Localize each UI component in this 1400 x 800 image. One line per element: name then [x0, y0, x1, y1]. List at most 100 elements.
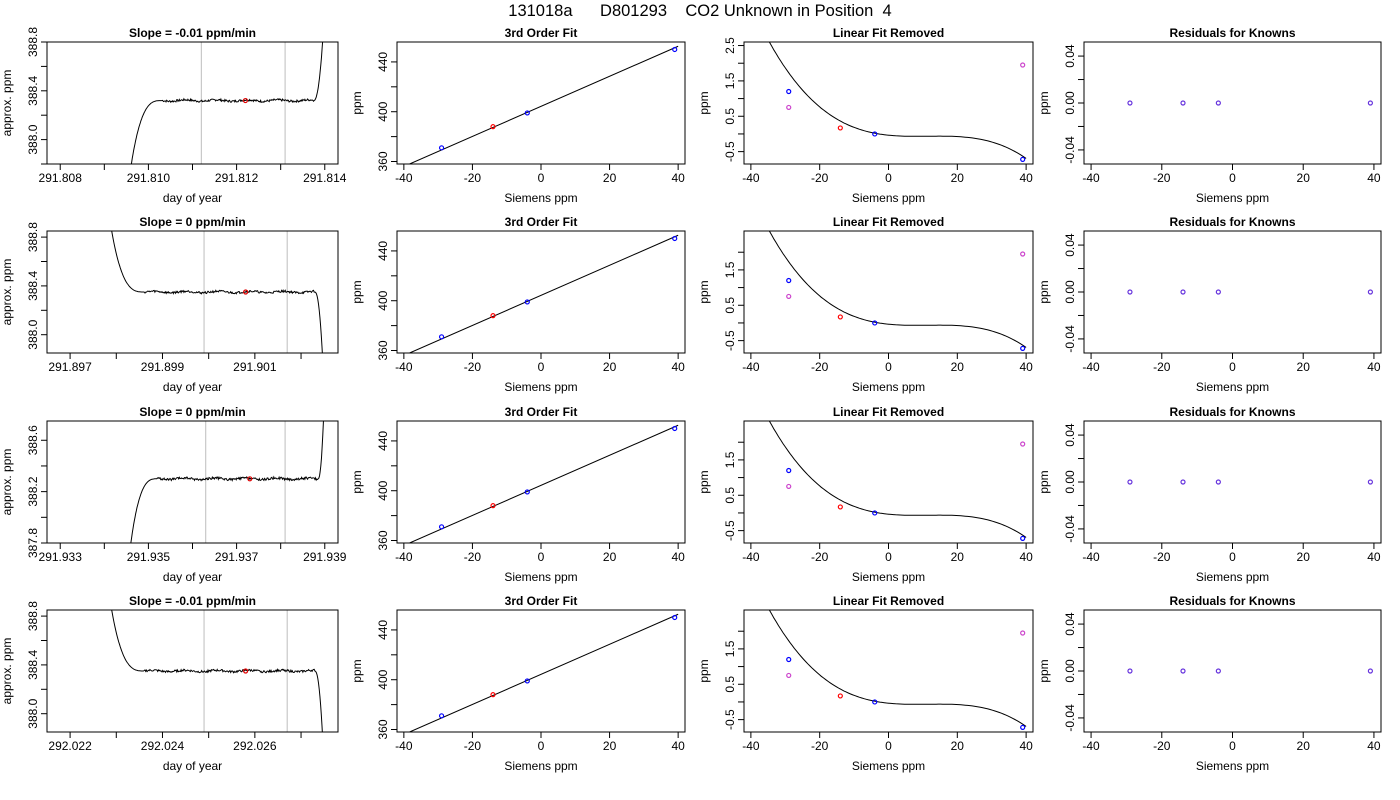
x-tick-label: 40 [1019, 550, 1033, 564]
panel-title: Slope = -0.01 ppm/min [129, 594, 256, 608]
x-axis-label: Siemens ppm [1196, 191, 1269, 205]
x-axis-label: Siemens ppm [504, 570, 577, 584]
plot-frame [46, 230, 339, 354]
data-point [1127, 100, 1133, 106]
data-point [672, 46, 678, 53]
y-tick-label: -0.04 [1063, 136, 1077, 164]
x-tick-label: -20 [1153, 171, 1171, 185]
panel-scatter-r3c2: Linear Fit Removed Siemens ppm ppm -40 -20 0 2… [697, 594, 1034, 773]
x-tick-label: 291.899 [141, 360, 185, 374]
data-point [872, 699, 878, 705]
y-axis-label: approx. ppm [0, 70, 14, 137]
x-axis-label: day of year [163, 380, 222, 394]
x-tick-label: 20 [1297, 171, 1311, 185]
data-point [672, 425, 678, 432]
y-tick-label: 360 [376, 151, 390, 171]
plot-frame [46, 420, 339, 544]
x-tick-label: 292.022 [48, 739, 92, 753]
y-tick-label: 400 [376, 480, 390, 500]
x-tick-label: 0 [538, 739, 545, 753]
data-point [786, 104, 792, 111]
y-tick-label: -0.04 [1063, 515, 1077, 543]
y-tick-label: -0.5 [723, 520, 737, 541]
data-point [786, 656, 792, 663]
data-point [1215, 479, 1221, 485]
y-axis-label: ppm [1037, 659, 1051, 682]
data-point [1020, 251, 1026, 257]
data-point [524, 678, 530, 684]
data-point [837, 314, 843, 320]
y-tick-label: 0.00 [1063, 280, 1077, 304]
plot-area [768, 42, 1027, 163]
plot-frame [396, 41, 686, 165]
x-tick-label: -20 [464, 360, 482, 374]
data-point [490, 503, 496, 509]
plot-frame [743, 609, 1034, 733]
x-tick-label: 0 [1229, 171, 1236, 185]
x-axis-label: Siemens ppm [1196, 380, 1269, 394]
x-tick-label: 20 [951, 550, 965, 564]
data-point [1180, 668, 1186, 674]
y-tick-label: 0.04 [1063, 233, 1077, 257]
x-tick-label: 0 [538, 171, 545, 185]
x-tick-label: 40 [1019, 739, 1033, 753]
trace-line [111, 610, 323, 732]
x-tick-label: 0 [885, 739, 892, 753]
data-point [1020, 724, 1026, 731]
x-tick-label: 291.810 [127, 171, 171, 185]
x-tick-label: -40 [1082, 171, 1100, 185]
y-tick-label: 388.0 [26, 698, 40, 728]
x-tick-label: 40 [1367, 550, 1381, 564]
data-point [524, 489, 530, 495]
x-tick-label: 20 [603, 550, 617, 564]
x-axis-label: Siemens ppm [1196, 570, 1269, 584]
panel-scatter-r2c3: Residuals for Knowns Siemens ppm ppm -40 -20… [1037, 405, 1382, 584]
panel-scatter-r1c1: 3rd Order Fit Siemens ppm ppm -40 -20 0 20 40 36… [350, 215, 686, 394]
panel-line-r0c0: Slope = -0.01 ppm/min day of year approx. … [0, 26, 347, 205]
x-tick-label: 291.933 [39, 550, 83, 564]
data-point [872, 131, 878, 137]
x-tick-label: -40 [1082, 550, 1100, 564]
y-axis-label: approx. ppm [0, 638, 14, 705]
x-tick-label: -40 [742, 171, 760, 185]
y-axis-label: ppm [1037, 91, 1051, 114]
plot-area [768, 610, 1027, 731]
x-tick-label: -20 [1153, 550, 1171, 564]
data-point [247, 476, 253, 482]
y-tick-label: 388.8 [26, 27, 40, 57]
plot-area [408, 234, 679, 353]
panel-line-r3c0: Slope = -0.01 ppm/min day of year approx. … [0, 594, 339, 773]
plot-area [1127, 100, 1373, 106]
x-tick-label: 0 [538, 550, 545, 564]
y-tick-label: 388.6 [26, 425, 40, 455]
y-tick-label: 400 [376, 101, 390, 121]
x-tick-label: 0 [1229, 360, 1236, 374]
x-tick-label: 291.812 [215, 171, 259, 185]
panel-title: Slope = -0.01 ppm/min [129, 26, 256, 40]
data-point [872, 320, 878, 326]
data-point [1180, 479, 1186, 485]
plot-frame [396, 420, 686, 544]
panel-title: Linear Fit Removed [833, 26, 944, 40]
x-tick-label: -40 [395, 550, 413, 564]
x-tick-label: 291.901 [233, 360, 277, 374]
y-tick-label: 388.4 [26, 75, 40, 105]
x-tick-label: 292.026 [233, 739, 277, 753]
x-axis-label: Siemens ppm [852, 570, 925, 584]
y-tick-label: 388.4 [26, 271, 40, 301]
x-tick-label: 0 [1229, 739, 1236, 753]
y-axis-label: ppm [350, 91, 364, 114]
panel-scatter-r1c2: Linear Fit Removed Siemens ppm ppm -40 -20 0 2… [697, 215, 1034, 394]
data-point [1127, 479, 1133, 485]
data-point [242, 97, 249, 104]
panel-title: Linear Fit Removed [833, 405, 944, 419]
x-tick-label: -40 [395, 171, 413, 185]
data-point [1020, 156, 1026, 163]
y-tick-label: 1.5 [723, 72, 737, 89]
panel-title: Slope = 0 ppm/min [139, 405, 245, 419]
x-tick-label: 20 [603, 739, 617, 753]
y-tick-label: 0.00 [1063, 91, 1077, 115]
trace-line [111, 231, 323, 353]
data-point [1215, 289, 1221, 295]
plot-area [1127, 668, 1373, 674]
